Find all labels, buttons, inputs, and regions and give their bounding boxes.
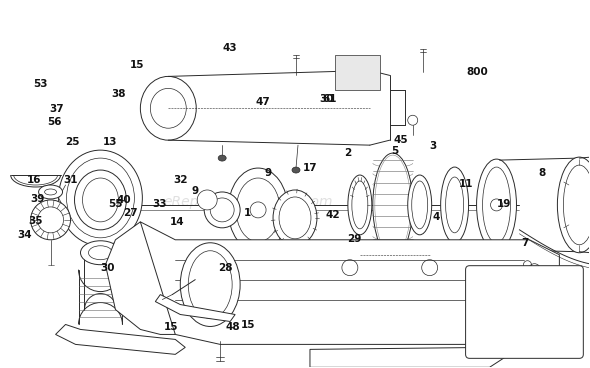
- Text: 34: 34: [17, 230, 31, 240]
- Polygon shape: [55, 325, 185, 354]
- Text: 35: 35: [29, 216, 43, 226]
- Text: 29: 29: [347, 234, 361, 244]
- Text: 42: 42: [326, 210, 340, 220]
- Polygon shape: [106, 222, 175, 335]
- Text: 13: 13: [102, 137, 117, 147]
- Text: 30: 30: [100, 263, 115, 273]
- FancyBboxPatch shape: [335, 56, 380, 91]
- Text: 33: 33: [152, 199, 167, 209]
- FancyBboxPatch shape: [490, 318, 545, 333]
- Text: 53: 53: [34, 79, 48, 89]
- Ellipse shape: [80, 241, 120, 265]
- Polygon shape: [140, 222, 559, 344]
- Text: 45: 45: [394, 135, 408, 145]
- Ellipse shape: [408, 175, 432, 235]
- Text: 1: 1: [244, 208, 251, 218]
- Text: 27: 27: [123, 208, 137, 218]
- Text: 55: 55: [108, 199, 123, 209]
- Text: 9: 9: [265, 168, 272, 178]
- Text: 31: 31: [63, 175, 77, 185]
- Ellipse shape: [228, 168, 288, 252]
- Text: 39: 39: [30, 194, 44, 204]
- Text: 15: 15: [164, 322, 179, 332]
- Text: 38: 38: [111, 89, 126, 99]
- Text: 15: 15: [130, 60, 145, 70]
- Ellipse shape: [31, 200, 71, 240]
- Text: 3: 3: [430, 141, 437, 151]
- FancyBboxPatch shape: [466, 266, 584, 358]
- Text: 7: 7: [521, 238, 528, 248]
- Ellipse shape: [218, 155, 226, 161]
- Text: 30: 30: [319, 94, 333, 104]
- Text: 37: 37: [50, 104, 64, 114]
- Ellipse shape: [204, 192, 240, 228]
- Text: 40: 40: [117, 195, 132, 205]
- Text: 9: 9: [191, 186, 198, 197]
- Ellipse shape: [292, 167, 300, 173]
- Ellipse shape: [348, 175, 372, 235]
- Ellipse shape: [197, 190, 217, 210]
- Text: 25: 25: [65, 137, 80, 147]
- Text: 43: 43: [223, 43, 238, 53]
- Ellipse shape: [477, 159, 516, 251]
- Text: 16: 16: [27, 175, 41, 185]
- Text: 17: 17: [303, 163, 317, 173]
- Text: 15: 15: [241, 320, 255, 330]
- Text: 2: 2: [345, 148, 352, 158]
- Text: 4: 4: [432, 212, 440, 222]
- Ellipse shape: [58, 150, 142, 246]
- Ellipse shape: [150, 88, 186, 128]
- Text: 48: 48: [226, 322, 241, 332]
- Text: 14: 14: [170, 217, 185, 227]
- Ellipse shape: [181, 243, 240, 326]
- Ellipse shape: [558, 157, 590, 253]
- Text: 19: 19: [497, 199, 511, 209]
- Text: 28: 28: [218, 263, 233, 273]
- Polygon shape: [310, 347, 510, 367]
- Ellipse shape: [273, 190, 317, 246]
- Ellipse shape: [441, 167, 468, 243]
- Text: eReplacementParts.com: eReplacementParts.com: [163, 195, 333, 209]
- Text: 32: 32: [173, 175, 188, 185]
- Text: 61: 61: [322, 94, 336, 104]
- Ellipse shape: [38, 185, 63, 199]
- Text: 56: 56: [48, 117, 62, 127]
- Ellipse shape: [373, 153, 413, 257]
- Text: 11: 11: [458, 179, 473, 189]
- Text: 800: 800: [467, 67, 489, 77]
- Polygon shape: [155, 294, 235, 322]
- Ellipse shape: [74, 170, 126, 230]
- Text: 47: 47: [255, 96, 270, 106]
- Ellipse shape: [140, 77, 196, 140]
- Text: 5: 5: [391, 146, 399, 156]
- FancyBboxPatch shape: [490, 308, 506, 335]
- Text: 8: 8: [539, 168, 546, 178]
- Ellipse shape: [142, 259, 162, 271]
